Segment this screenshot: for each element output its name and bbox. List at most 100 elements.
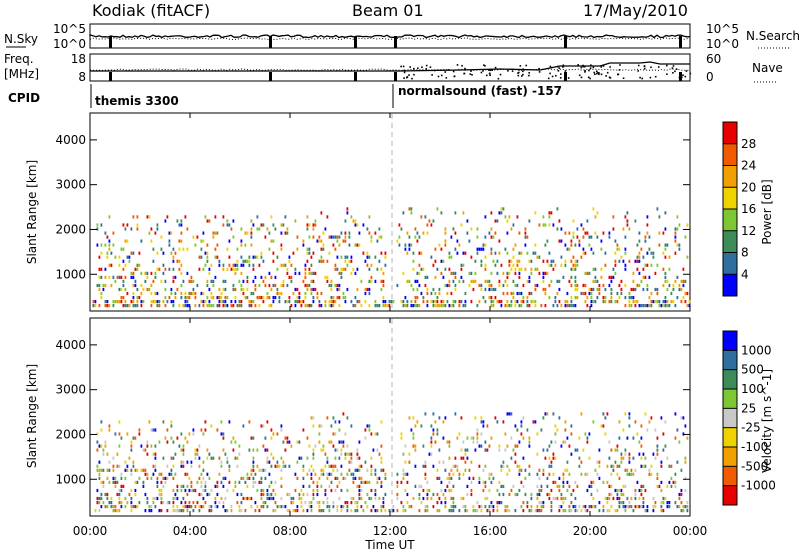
velocity-echo — [466, 436, 469, 440]
velocity-echo — [316, 488, 319, 493]
velocity-echo — [538, 476, 541, 480]
power-echo — [474, 279, 477, 283]
power-echo — [450, 304, 453, 308]
velocity-echo — [376, 509, 379, 513]
power-echo — [592, 300, 595, 304]
velocity-echo — [108, 424, 111, 428]
power-echo — [520, 300, 523, 304]
power-echo — [550, 263, 553, 267]
velocity-echo — [528, 436, 531, 440]
power-echo — [132, 304, 135, 308]
velocity-echo — [334, 448, 337, 452]
velocity-echo — [504, 432, 507, 436]
freq-scatter-point — [589, 77, 591, 80]
velocity-echo — [646, 505, 649, 509]
power-echo — [476, 247, 479, 251]
power-echo — [558, 279, 561, 283]
power-echo — [524, 235, 527, 239]
power-echo — [568, 279, 571, 283]
power-echo — [670, 300, 673, 304]
velocity-echo — [632, 509, 635, 513]
velocity-echo — [552, 480, 555, 484]
power-echo — [622, 227, 625, 231]
power-echo — [510, 300, 513, 304]
power-echo — [318, 235, 321, 239]
velocity-echo — [296, 505, 299, 509]
velocity-echo — [180, 501, 183, 505]
power-echo — [244, 231, 247, 235]
velocity-echo — [158, 488, 161, 493]
velocity-echo — [640, 464, 643, 468]
velocity-echo — [274, 480, 277, 484]
power-echo — [448, 267, 451, 271]
velocity-echo — [262, 444, 265, 448]
velocity-echo — [186, 505, 189, 509]
velocity-echo — [186, 492, 189, 497]
freq-scatter-point — [488, 69, 490, 71]
velocity-echo — [176, 488, 179, 493]
velocity-colorbar-tick-label: -100 — [741, 440, 768, 454]
velocity-echo — [602, 480, 605, 484]
power-echo — [402, 271, 405, 275]
power-echo — [616, 291, 619, 296]
velocity-echo — [630, 505, 633, 509]
velocity-colorbar-swatch — [723, 350, 737, 370]
velocity-echo — [588, 432, 591, 436]
velocity-echo — [126, 501, 129, 505]
power-echo — [92, 300, 95, 304]
velocity-echo — [400, 480, 403, 484]
velocity-echo — [520, 505, 523, 509]
velocity-echo — [96, 488, 99, 493]
velocity-echo — [584, 472, 587, 476]
power-echo — [440, 271, 443, 275]
velocity-echo — [250, 496, 253, 501]
velocity-echo — [178, 444, 181, 448]
power-echo — [98, 304, 101, 308]
velocity-echo — [218, 456, 221, 460]
time-axis-tick-label: 16:00 — [473, 524, 508, 538]
velocity-echo — [580, 509, 583, 513]
power-echo — [488, 296, 491, 300]
noise-right-tick-top: 10^5 — [706, 22, 739, 36]
velocity-echo — [636, 432, 639, 436]
velocity-echo — [116, 452, 119, 456]
power-echo — [348, 259, 351, 263]
power-echo — [482, 247, 485, 251]
velocity-echo — [622, 456, 625, 460]
velocity-echo — [518, 440, 521, 444]
power-echo — [158, 300, 161, 304]
velocity-echo — [378, 476, 381, 480]
power-echo — [246, 231, 249, 235]
power-echo — [120, 296, 123, 300]
velocity-echo — [414, 464, 417, 468]
power-echo — [238, 300, 241, 304]
power-echo — [232, 267, 235, 271]
power-colorbar-label: Power [dB] — [760, 179, 774, 244]
power-echo — [440, 304, 443, 308]
velocity-echo — [590, 484, 593, 488]
power-echo — [308, 251, 311, 255]
power-echo — [444, 243, 447, 247]
power-echo — [124, 263, 127, 267]
velocity-echo — [612, 468, 615, 472]
velocity-echo — [436, 428, 439, 432]
velocity-echo — [558, 476, 561, 480]
power-echo — [132, 271, 135, 275]
velocity-echo — [260, 496, 263, 501]
power-echo — [338, 235, 341, 239]
power-echo — [440, 211, 443, 215]
velocity-echo — [368, 424, 371, 428]
power-echo — [230, 227, 233, 231]
power-echo — [328, 283, 331, 288]
velocity-echo — [156, 480, 159, 484]
power-echo — [368, 231, 371, 235]
velocity-echo — [152, 464, 155, 468]
freq-scatter-point — [580, 76, 583, 79]
velocity-echo — [660, 480, 663, 484]
power-echo — [608, 235, 611, 239]
power-echo — [592, 279, 595, 283]
velocity-echo — [164, 476, 167, 480]
power-echo — [206, 243, 209, 247]
velocity-echo — [484, 484, 487, 488]
